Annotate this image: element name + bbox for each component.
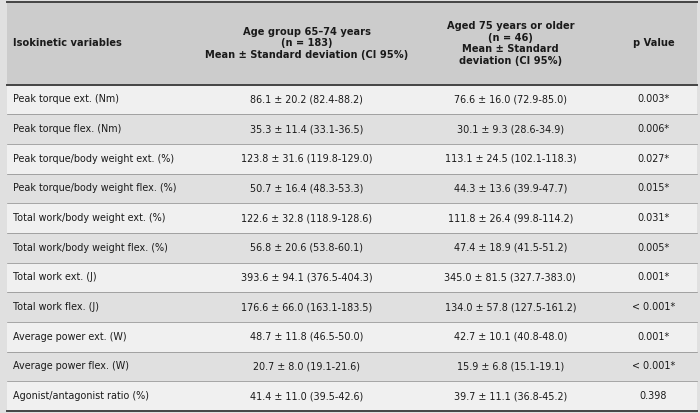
- Text: 122.6 ± 32.8 (118.9-128.6): 122.6 ± 32.8 (118.9-128.6): [241, 213, 372, 223]
- Bar: [7, 85, 696, 114]
- Text: 113.1 ± 24.5 (102.1-118.3): 113.1 ± 24.5 (102.1-118.3): [444, 154, 576, 164]
- Text: < 0.001*: < 0.001*: [632, 302, 675, 312]
- Text: Peak torque flex. (Nm): Peak torque flex. (Nm): [13, 124, 121, 134]
- Text: 86.1 ± 20.2 (82.4-88.2): 86.1 ± 20.2 (82.4-88.2): [251, 95, 363, 104]
- Text: 111.8 ± 26.4 (99.8-114.2): 111.8 ± 26.4 (99.8-114.2): [447, 213, 573, 223]
- Text: 30.1 ± 9.3 (28.6-34.9): 30.1 ± 9.3 (28.6-34.9): [457, 124, 564, 134]
- Text: 41.4 ± 11.0 (39.5-42.6): 41.4 ± 11.0 (39.5-42.6): [251, 391, 363, 401]
- Text: 48.7 ± 11.8 (46.5-50.0): 48.7 ± 11.8 (46.5-50.0): [250, 332, 363, 342]
- Text: 20.7 ± 8.0 (19.1-21.6): 20.7 ± 8.0 (19.1-21.6): [253, 361, 360, 371]
- Bar: [7, 351, 696, 381]
- Text: Agonist/antagonist ratio (%): Agonist/antagonist ratio (%): [13, 391, 148, 401]
- Bar: [7, 322, 696, 351]
- Text: 0.398: 0.398: [640, 391, 667, 401]
- Text: 35.3 ± 11.4 (33.1-36.5): 35.3 ± 11.4 (33.1-36.5): [250, 124, 363, 134]
- Text: Average power flex. (W): Average power flex. (W): [13, 361, 129, 371]
- Text: Isokinetic variables: Isokinetic variables: [13, 38, 122, 48]
- Text: Age group 65–74 years
(n = 183)
Mean ± Standard deviation (CI 95%): Age group 65–74 years (n = 183) Mean ± S…: [205, 27, 409, 60]
- Text: Aged 75 years or older
(n = 46)
Mean ± Standard
deviation (CI 95%): Aged 75 years or older (n = 46) Mean ± S…: [447, 21, 574, 66]
- Text: 0.001*: 0.001*: [637, 273, 669, 282]
- Text: 345.0 ± 81.5 (327.7-383.0): 345.0 ± 81.5 (327.7-383.0): [444, 273, 576, 282]
- Text: Peak torque/body weight flex. (%): Peak torque/body weight flex. (%): [13, 183, 176, 193]
- Text: Average power ext. (W): Average power ext. (W): [13, 332, 126, 342]
- Bar: [7, 144, 696, 173]
- Text: 0.003*: 0.003*: [637, 95, 669, 104]
- Text: 134.0 ± 57.8 (127.5-161.2): 134.0 ± 57.8 (127.5-161.2): [444, 302, 576, 312]
- Text: Total work flex. (J): Total work flex. (J): [13, 302, 99, 312]
- Text: 56.8 ± 20.6 (53.8-60.1): 56.8 ± 20.6 (53.8-60.1): [251, 243, 363, 253]
- Text: 0.027*: 0.027*: [637, 154, 669, 164]
- Text: p Value: p Value: [633, 38, 674, 48]
- Text: 15.9 ± 6.8 (15.1-19.1): 15.9 ± 6.8 (15.1-19.1): [456, 361, 564, 371]
- Text: Total work/body weight flex. (%): Total work/body weight flex. (%): [13, 243, 167, 253]
- Bar: [7, 292, 696, 322]
- Text: Total work/body weight ext. (%): Total work/body weight ext. (%): [13, 213, 165, 223]
- Bar: [7, 233, 696, 263]
- Text: 50.7 ± 16.4 (48.3-53.3): 50.7 ± 16.4 (48.3-53.3): [250, 183, 363, 193]
- Bar: [7, 263, 696, 292]
- Text: 176.6 ± 66.0 (163.1-183.5): 176.6 ± 66.0 (163.1-183.5): [241, 302, 372, 312]
- Text: 0.031*: 0.031*: [637, 213, 669, 223]
- Text: 76.6 ± 16.0 (72.9-85.0): 76.6 ± 16.0 (72.9-85.0): [454, 95, 567, 104]
- Text: 0.015*: 0.015*: [637, 183, 669, 193]
- Text: 0.006*: 0.006*: [637, 124, 669, 134]
- Text: 39.7 ± 11.1 (36.8-45.2): 39.7 ± 11.1 (36.8-45.2): [454, 391, 567, 401]
- Bar: [7, 114, 696, 144]
- Bar: [7, 381, 696, 411]
- Text: 393.6 ± 94.1 (376.5-404.3): 393.6 ± 94.1 (376.5-404.3): [241, 273, 372, 282]
- Text: 42.7 ± 10.1 (40.8-48.0): 42.7 ± 10.1 (40.8-48.0): [454, 332, 567, 342]
- Text: Total work ext. (J): Total work ext. (J): [13, 273, 96, 282]
- Text: 44.3 ± 13.6 (39.9-47.7): 44.3 ± 13.6 (39.9-47.7): [454, 183, 567, 193]
- Bar: [7, 2, 696, 85]
- Text: Peak torque/body weight ext. (%): Peak torque/body weight ext. (%): [13, 154, 174, 164]
- Text: 0.005*: 0.005*: [637, 243, 669, 253]
- Bar: [7, 203, 696, 233]
- Text: 47.4 ± 18.9 (41.5-51.2): 47.4 ± 18.9 (41.5-51.2): [454, 243, 567, 253]
- Text: < 0.001*: < 0.001*: [632, 361, 675, 371]
- Text: 0.001*: 0.001*: [637, 332, 669, 342]
- Bar: [7, 173, 696, 203]
- Text: 123.8 ± 31.6 (119.8-129.0): 123.8 ± 31.6 (119.8-129.0): [241, 154, 372, 164]
- Text: Peak torque ext. (Nm): Peak torque ext. (Nm): [13, 95, 118, 104]
